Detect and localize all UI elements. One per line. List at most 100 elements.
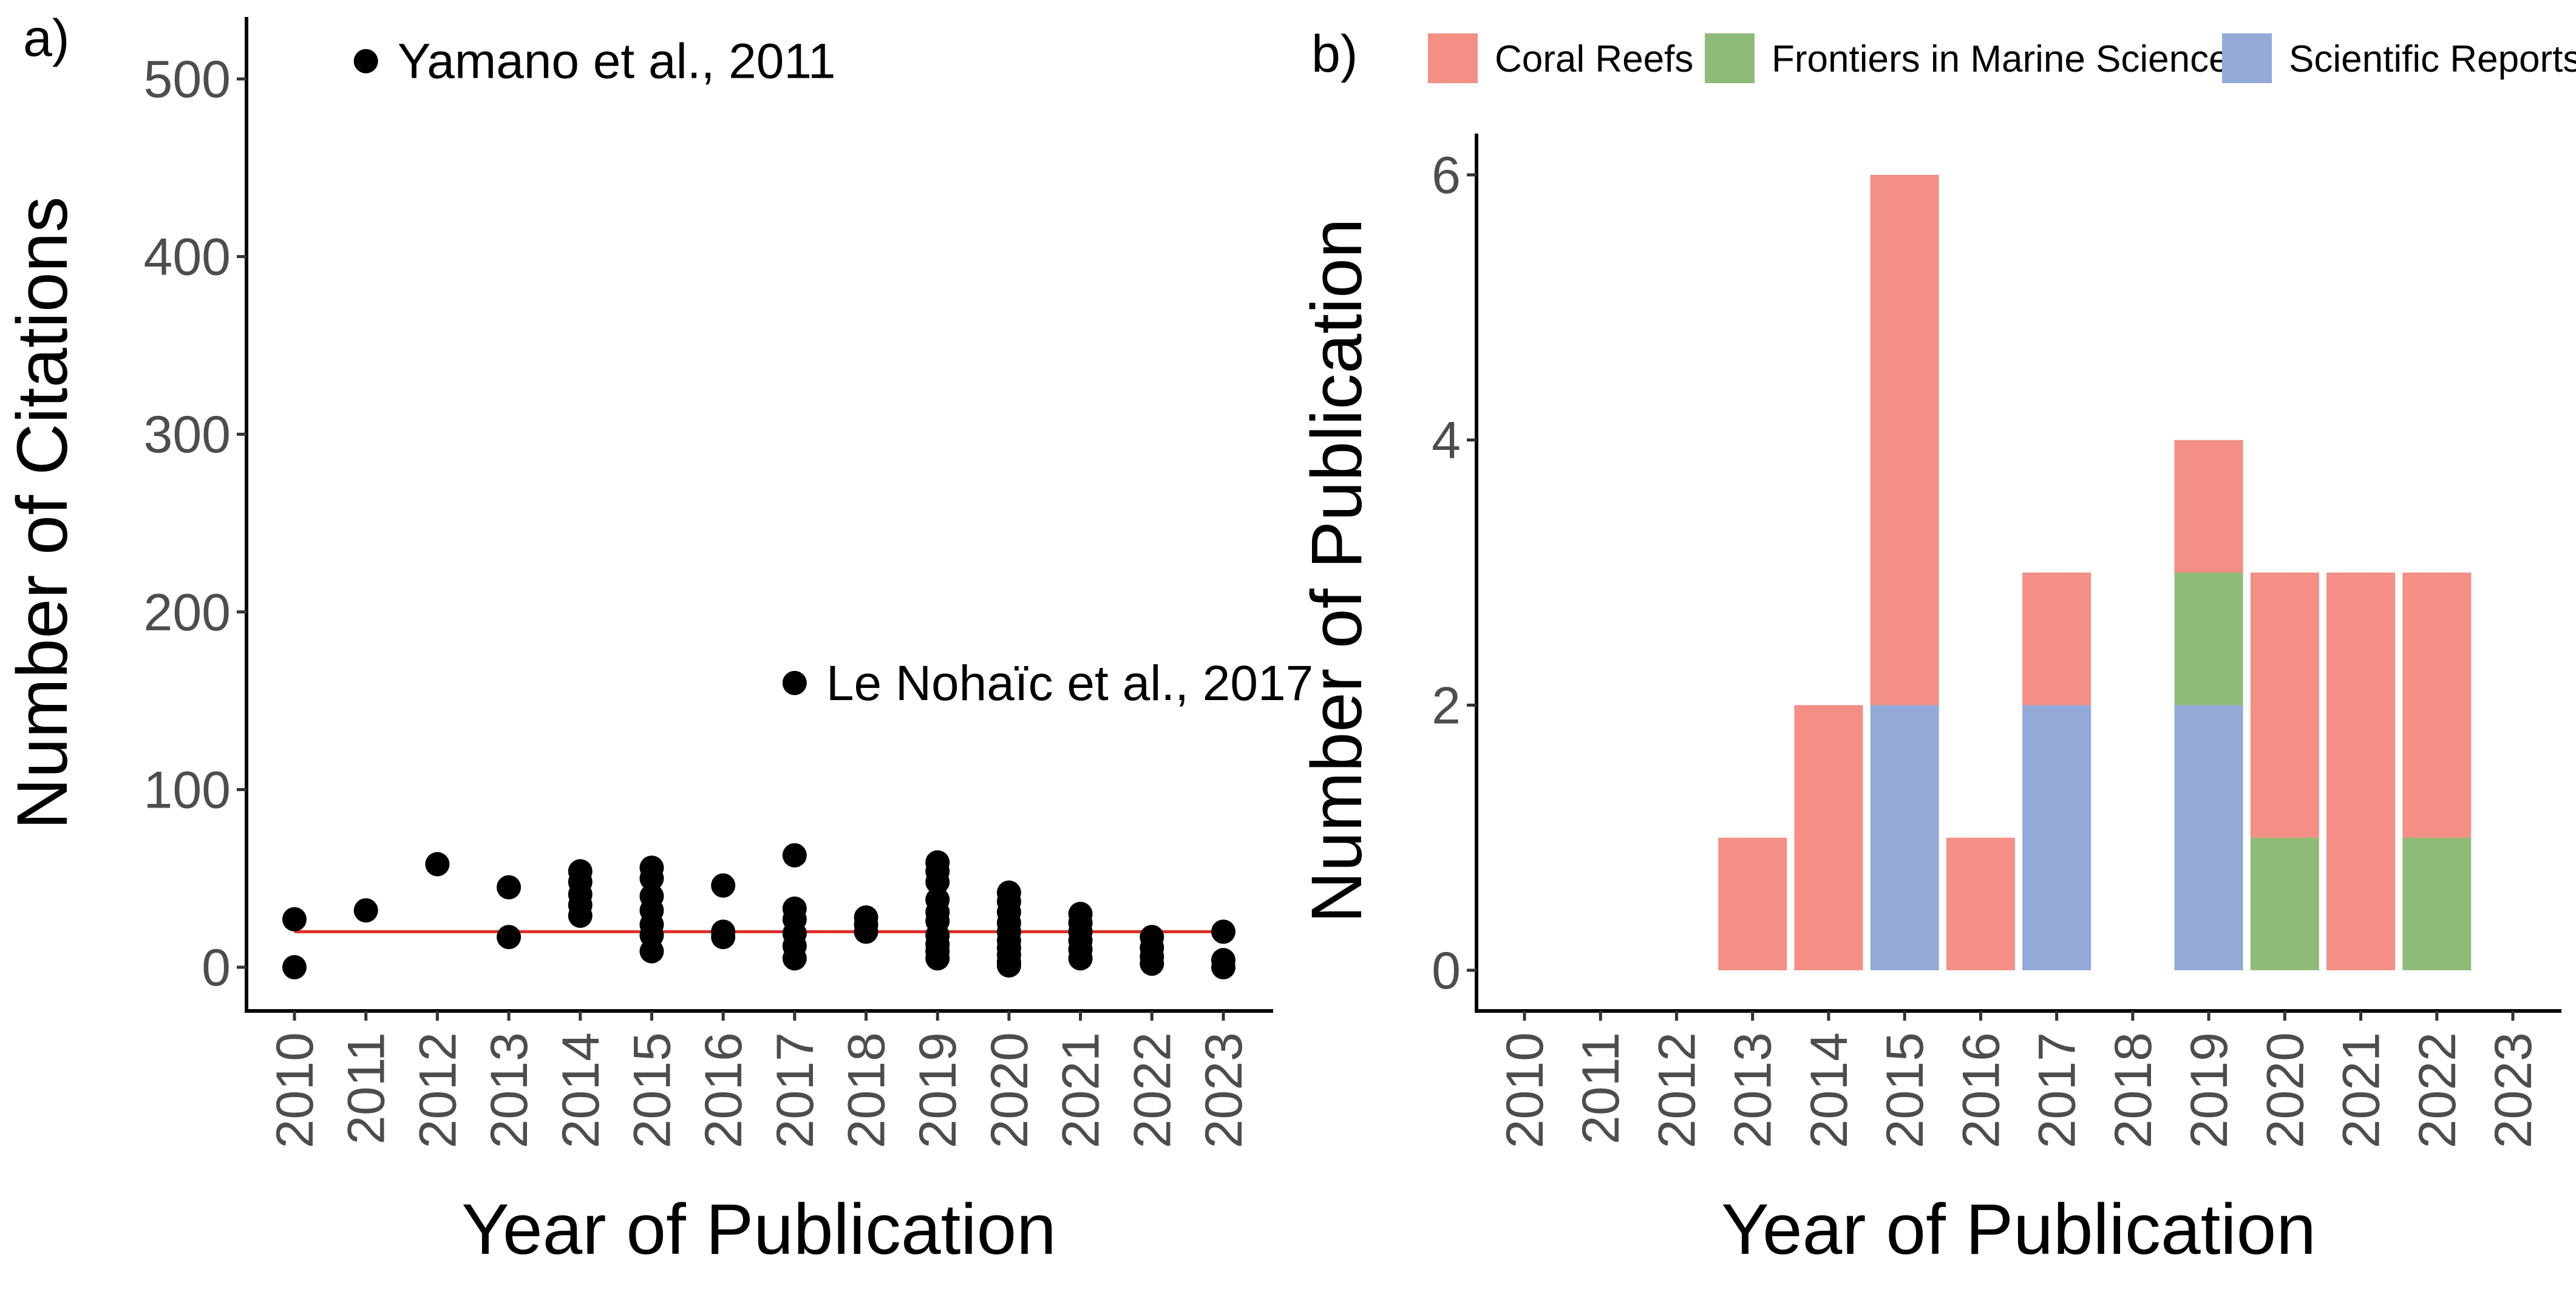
y-tick-label: 0 [1432, 942, 1461, 1000]
data-point [282, 907, 307, 931]
data-point [1140, 951, 1164, 976]
data-point [925, 946, 950, 971]
point-annotation: Yamano et al., 2011 [398, 34, 836, 89]
data-point [282, 955, 307, 979]
bar-segment [2402, 573, 2472, 838]
x-tick-label: 2016 [1952, 1032, 2010, 1148]
bar-segment [2022, 573, 2092, 706]
x-tick-label: 2023 [1195, 1032, 1253, 1148]
x-tick-label: 2014 [1800, 1032, 1858, 1148]
data-point [711, 873, 736, 898]
data-point [568, 903, 593, 928]
bar-segment [1718, 837, 1787, 970]
panel-b-y-axis-title: Number of Publication [1297, 219, 1377, 924]
x-tick-label: 2017 [2028, 1032, 2087, 1148]
panel-a-scatter-chart: a) 0 100 200 300 400 500 2010 2011 2012 2013 2014… [2, 9, 1313, 1270]
data-point [497, 925, 522, 950]
x-tick-label: 2011 [338, 1032, 396, 1145]
panel-a-label: a) [23, 9, 69, 67]
panel-b-legend: Coral Reefs Frontiers in Marine Science Sc… [1428, 33, 2576, 83]
x-tick-label: 2019 [2180, 1032, 2238, 1148]
y-tick-label: 100 [144, 761, 231, 819]
data-point [425, 852, 450, 877]
data-point [1211, 955, 1235, 979]
y-tick-label: 500 [144, 50, 231, 109]
x-tick-label: 2010 [1496, 1032, 1554, 1148]
x-tick-label: 2016 [695, 1032, 753, 1148]
data-point [1068, 946, 1093, 971]
x-tick-label: 2015 [1876, 1032, 1934, 1148]
legend-label: Coral Reefs [1495, 38, 1693, 80]
data-point [711, 925, 736, 950]
y-tick-label: 200 [144, 583, 231, 642]
x-tick-label: 2018 [2104, 1032, 2163, 1148]
bar-segment [2402, 837, 2472, 970]
bar-segment [1794, 705, 1863, 970]
bar-segment [2174, 440, 2243, 573]
data-point [1211, 919, 1235, 944]
x-tick-label: 2015 [623, 1032, 681, 1148]
bar-segment [2250, 573, 2319, 838]
x-tick-label: 2019 [909, 1032, 967, 1148]
y-tick-label: 0 [202, 939, 231, 997]
x-tick-label: 2013 [1724, 1032, 1782, 1148]
x-tick-label: 2022 [2408, 1032, 2467, 1148]
y-tick-label: 400 [144, 228, 231, 287]
panel-a-x-ticks: 2010 2011 2012 2013 2014 2015 2016 2017 2018 2019… [266, 1011, 1253, 1148]
point-annotation: Le Nohaïc et al., 2017 [826, 656, 1313, 711]
bar-segment [2022, 705, 2092, 970]
legend-swatch [1705, 33, 1755, 83]
x-tick-label: 2023 [2484, 1032, 2543, 1148]
x-tick-label: 2020 [2256, 1032, 2314, 1148]
data-point [639, 866, 664, 891]
data-point [782, 670, 807, 695]
data-point [639, 939, 664, 964]
panel-a-points [282, 49, 1235, 979]
panel-b-bars [1718, 175, 2472, 970]
data-point [497, 875, 522, 900]
panel-b-y-ticks: 0 2 4 6 [1432, 146, 1477, 1000]
bar-segment [2250, 837, 2319, 970]
x-tick-label: 2017 [766, 1032, 824, 1148]
legend-label: Frontiers in Marine Science [1772, 38, 2230, 80]
data-point [854, 919, 878, 944]
bar-segment [2174, 705, 2243, 970]
panel-a-y-axis-title: Number of Citations [2, 197, 83, 830]
x-tick-label: 2021 [1052, 1032, 1110, 1148]
x-tick-label: 2013 [480, 1032, 539, 1148]
data-point [353, 49, 378, 73]
data-point [782, 843, 807, 868]
data-point [925, 869, 950, 894]
panel-a-annotations: Yamano et al., 2011 Le Nohaïc et al., 201… [398, 34, 1313, 711]
data-point [996, 953, 1021, 978]
x-tick-label: 2018 [838, 1032, 896, 1148]
x-tick-label: 2011 [1572, 1032, 1630, 1145]
data-point [353, 898, 378, 923]
panel-b-label: b) [1311, 25, 1358, 83]
x-tick-label: 2020 [980, 1032, 1039, 1148]
bar-segment [1946, 837, 2015, 970]
x-tick-label: 2012 [409, 1032, 467, 1148]
bar-segment [1870, 175, 1939, 706]
bar-segment [1870, 705, 1939, 970]
y-tick-label: 2 [1432, 676, 1461, 735]
bar-segment [2174, 573, 2243, 706]
panel-b-x-axis-title: Year of Publication [1721, 1189, 2316, 1270]
legend-label: Scientific Reports [2289, 38, 2576, 80]
legend-swatch [1428, 33, 1478, 83]
x-tick-label: 2010 [266, 1032, 324, 1148]
panel-b-x-ticks: 2010 2011 2012 2013 2014 2015 2016 2017 2018 2019… [1496, 1011, 2543, 1148]
legend-swatch [2222, 33, 2272, 83]
x-tick-label: 2022 [1123, 1032, 1181, 1148]
y-tick-label: 6 [1432, 146, 1461, 205]
x-tick-label: 2012 [1648, 1032, 1706, 1148]
panel-a-y-ticks: 0 100 200 300 400 500 [144, 50, 246, 997]
data-point [782, 946, 807, 971]
y-tick-label: 4 [1432, 412, 1461, 470]
x-tick-label: 2014 [552, 1032, 610, 1148]
y-tick-label: 300 [144, 406, 231, 464]
panel-a-x-axis-title: Year of Publication [461, 1189, 1056, 1270]
x-tick-label: 2021 [2333, 1032, 2391, 1148]
bar-segment [2326, 573, 2396, 970]
